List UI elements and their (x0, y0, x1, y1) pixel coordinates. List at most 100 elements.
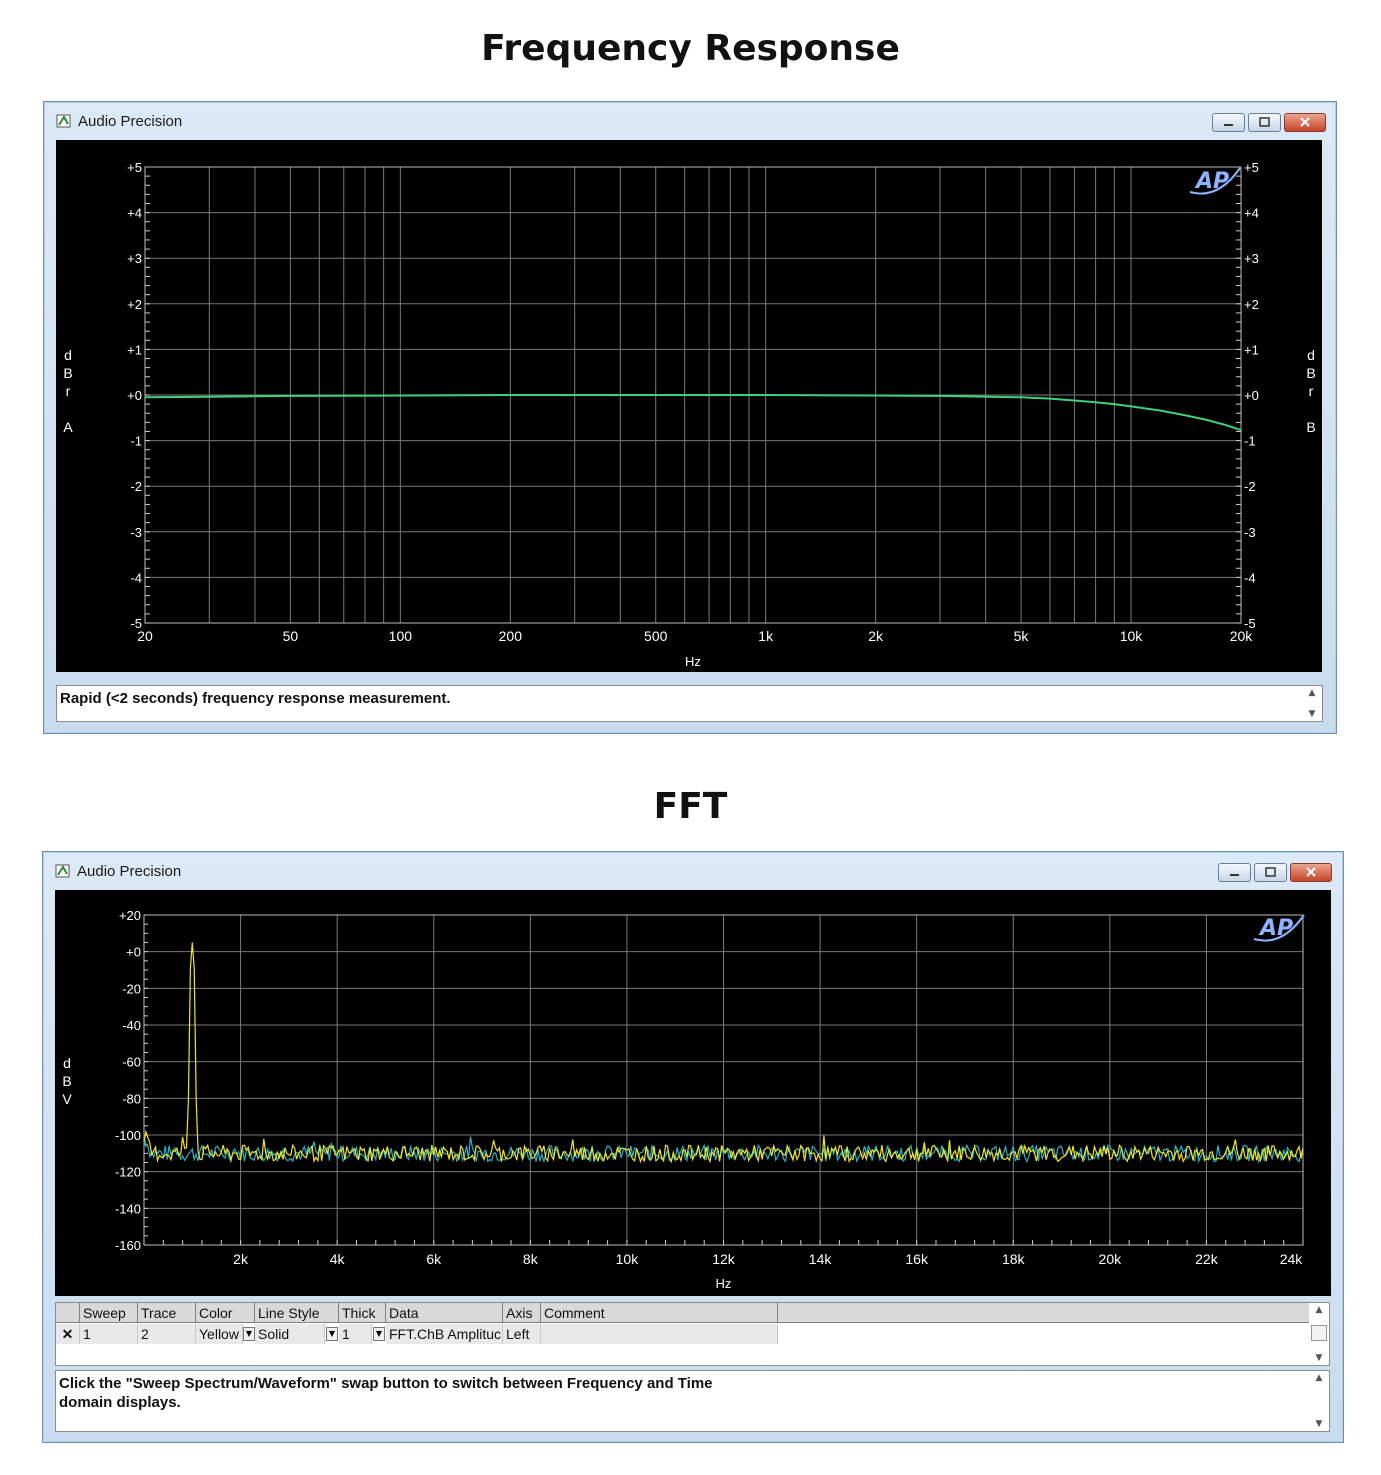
minimize-icon (1224, 124, 1233, 126)
x-tick-label: 20k (1099, 1251, 1123, 1267)
x-tick-label: 22k (1195, 1251, 1219, 1267)
y-axis-label-left-char: d (64, 347, 72, 363)
fft-trace-yellow (143, 942, 1304, 1164)
scroll-up-icon[interactable]: ▲ (1308, 688, 1316, 698)
cell-comment[interactable] (541, 1324, 778, 1344)
comment-scrollbar[interactable]: ▲ ▼ (1304, 688, 1320, 719)
frequency-response-trace (144, 394, 1242, 432)
y-tick-label: +20 (119, 908, 141, 923)
y-tick-label-right: +4 (1244, 206, 1259, 221)
row-select-checkbox[interactable]: ✕ (56, 1324, 80, 1344)
x-tick-label: 50 (283, 628, 299, 644)
y-tick-label: -140 (115, 1201, 141, 1216)
fft-heading: FFT (653, 786, 728, 827)
y-tick-label-left: +2 (127, 297, 142, 312)
x-tick-label: 18k (1002, 1251, 1026, 1267)
comment-scrollbar[interactable]: ▲ ▼ (1311, 1373, 1327, 1429)
cell-trace[interactable]: 2 (138, 1324, 196, 1344)
y-tick-label-left: +1 (127, 342, 142, 357)
x-tick-label: 500 (644, 628, 668, 644)
cell-line-style[interactable]: Solid (255, 1324, 325, 1344)
minimize-button[interactable] (1212, 113, 1245, 132)
y-axis-label-right-char: d (1307, 347, 1315, 363)
column-header-comment[interactable]: Comment (541, 1303, 778, 1323)
comment-text: Click the "Sweep Spectrum/Waveform" swap… (59, 1375, 713, 1411)
y-axis-label-right-char: r (1309, 383, 1314, 399)
audio-precision-app-icon (55, 864, 70, 878)
title-bar[interactable]: Audio Precision (44, 102, 1336, 140)
maximize-button[interactable] (1248, 113, 1281, 132)
x-tick-label: 14k (809, 1251, 833, 1267)
scroll-thumb[interactable] (1311, 1325, 1327, 1341)
column-header-sweep[interactable]: Sweep (80, 1303, 138, 1323)
x-tick-label: 4k (330, 1251, 346, 1267)
title-bar[interactable]: Audio Precision (43, 852, 1343, 890)
column-header-color[interactable]: Color (196, 1303, 255, 1323)
close-icon (1306, 867, 1316, 877)
cell-data[interactable]: FFT.ChB Amplituc (386, 1324, 503, 1344)
x-tick-label: 2k (868, 628, 884, 644)
x-tick-label: 2k (233, 1251, 249, 1267)
minimize-icon (1230, 874, 1239, 876)
y-axis-label-right-char: B (1306, 365, 1315, 381)
column-header-trace[interactable]: Trace (138, 1303, 196, 1323)
x-tick-label: 20k (1230, 628, 1254, 644)
comment-panel[interactable]: Click the "Sweep Spectrum/Waveform" swap… (55, 1370, 1330, 1432)
y-tick-label: -160 (115, 1238, 141, 1253)
x-tick-label: 8k (523, 1251, 539, 1267)
y-tick-label-left: -3 (130, 525, 142, 540)
minimize-button[interactable] (1218, 863, 1251, 882)
y-tick-label-left: +3 (127, 251, 142, 266)
y-tick-label-right: -2 (1244, 479, 1256, 494)
x-tick-label: 10k (616, 1251, 640, 1267)
y-tick-label: -20 (122, 981, 141, 996)
column-header-select[interactable] (56, 1303, 80, 1323)
thick-dropdown-icon[interactable]: ▼ (373, 1327, 385, 1341)
cell-axis[interactable]: Left (503, 1324, 541, 1344)
column-header-axis[interactable]: Axis (503, 1303, 541, 1323)
scroll-up-icon[interactable]: ▲ (1315, 1305, 1323, 1315)
window-title: Audio Precision (78, 113, 183, 130)
y-tick-label-right: +1 (1244, 342, 1259, 357)
column-header-line-style[interactable]: Line Style (255, 1303, 339, 1323)
fft-trace-cyan (143, 1135, 1304, 1164)
scroll-down-icon[interactable]: ▼ (1315, 1419, 1323, 1429)
scroll-up-icon[interactable]: ▲ (1315, 1373, 1323, 1383)
line-style-dropdown-icon[interactable]: ▼ (326, 1327, 338, 1341)
window-title: Audio Precision (77, 863, 182, 880)
close-button[interactable] (1284, 113, 1326, 132)
x-tick-label: 24k (1280, 1251, 1304, 1267)
ap-logo: AP (1258, 916, 1293, 941)
audio-precision-app-icon (56, 114, 71, 128)
y-axis-label-char: V (62, 1091, 72, 1107)
y-tick-label-right: -5 (1244, 616, 1256, 631)
cell-thick[interactable]: 1 (339, 1324, 372, 1344)
y-tick-label: -60 (122, 1055, 141, 1070)
x-tick-label: 16k (905, 1251, 929, 1267)
scroll-down-icon[interactable]: ▼ (1308, 709, 1316, 719)
cell-color[interactable]: Yellow (196, 1324, 243, 1344)
y-tick-label-left: -2 (130, 479, 142, 494)
maximize-icon (1265, 867, 1276, 877)
comment-panel[interactable]: Rapid (<2 seconds) frequency response me… (56, 685, 1323, 722)
y-tick-label: +0 (126, 945, 141, 960)
column-header-thick[interactable]: Thick (339, 1303, 386, 1323)
close-button[interactable] (1290, 863, 1332, 882)
maximize-button[interactable] (1254, 863, 1287, 882)
column-header-data[interactable]: Data (386, 1303, 503, 1323)
table-row[interactable]: ✕ 1 2 Yellow ▼ Solid ▼ 1 ▼ FFT.ChB Ampli… (56, 1324, 778, 1344)
y-tick-label-left: -1 (130, 434, 142, 449)
table-scrollbar[interactable]: ▲ ▼ (1311, 1305, 1327, 1363)
y-tick-label-right: +3 (1244, 251, 1259, 266)
y-tick-label: -120 (115, 1165, 141, 1180)
color-dropdown-icon[interactable]: ▼ (243, 1327, 255, 1341)
cell-sweep[interactable]: 1 (80, 1324, 138, 1344)
trace-table: Sweep Trace Color Line Style Thick Data … (55, 1302, 1330, 1366)
x-tick-label: 10k (1120, 628, 1144, 644)
frequency-response-heading: Frequency Response (481, 28, 900, 69)
fft-plot: +20 +0 -20 -40 -60 -80 -100 -120 -140 -160 2k 4k 6k 8… (55, 890, 1331, 1296)
maximize-icon (1259, 117, 1270, 127)
y-tick-label: -80 (122, 1091, 141, 1106)
scroll-down-icon[interactable]: ▼ (1315, 1353, 1323, 1363)
x-tick-label: 12k (712, 1251, 736, 1267)
